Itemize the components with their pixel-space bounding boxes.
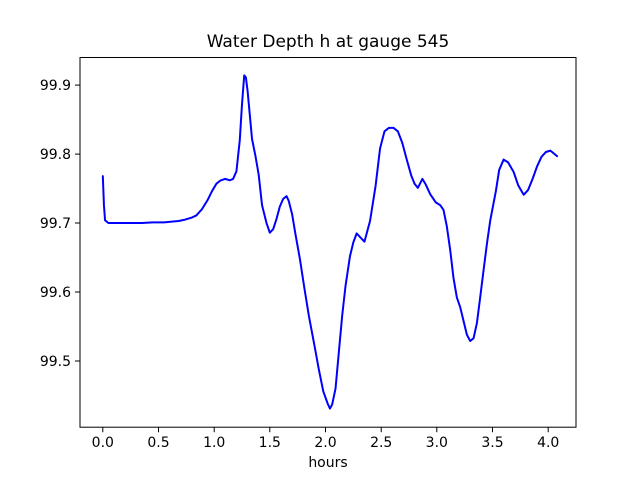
x-tick-label: 4.0 bbox=[537, 435, 559, 451]
x-tick-label: 3.5 bbox=[481, 435, 503, 451]
x-tick-label: 1.5 bbox=[259, 435, 281, 451]
chart-title: Water Depth h at gauge 545 bbox=[207, 32, 450, 52]
x-axis-label: hours bbox=[308, 455, 347, 471]
axes-ticks: 0.0 0.5 1.0 1.5 2.0 2.5 3.0 3.5 4.0 99.5 99.6 99.7 9… bbox=[40, 78, 560, 451]
plot-area-border bbox=[79, 57, 577, 428]
x-tick-label: 0.5 bbox=[147, 435, 169, 451]
y-tick-label: 99.7 bbox=[40, 216, 71, 232]
y-tick-label: 99.6 bbox=[40, 285, 71, 301]
x-tick-label: 2.5 bbox=[370, 435, 392, 451]
x-tick-label: 0.0 bbox=[92, 435, 114, 451]
y-tick-label: 99.5 bbox=[40, 354, 71, 370]
y-tick-label: 99.8 bbox=[40, 147, 71, 163]
x-tick-label: 1.0 bbox=[203, 435, 225, 451]
x-tick-label: 3.0 bbox=[426, 435, 448, 451]
x-tick-label: 2.0 bbox=[314, 435, 336, 451]
y-tick-label: 99.9 bbox=[40, 78, 71, 94]
water-depth-line bbox=[101, 74, 559, 410]
